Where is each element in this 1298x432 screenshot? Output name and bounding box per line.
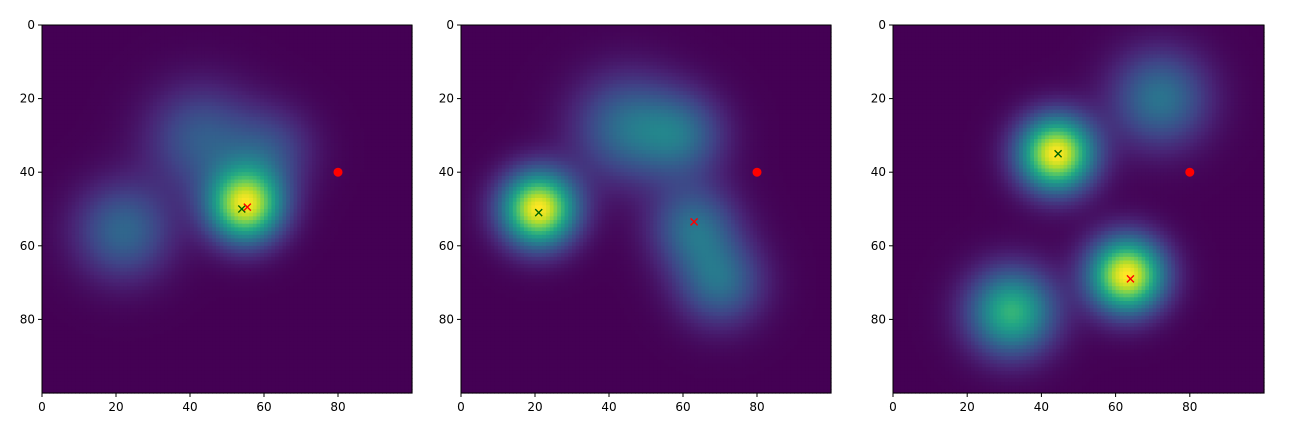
heatmap-cells: [461, 25, 832, 394]
x-tick-label: 0: [38, 400, 46, 414]
heatmap-cells: [893, 25, 1265, 394]
x-tick-label: 40: [601, 400, 616, 414]
y-tick-label: 20: [439, 92, 454, 106]
x-tick-label: 40: [182, 400, 197, 414]
x-tick-label: 20: [960, 400, 975, 414]
y-tick-label: 0: [446, 18, 454, 32]
x-tick-label: 60: [675, 400, 690, 414]
y-tick-label: 60: [871, 239, 886, 253]
y-tick-label: 0: [27, 18, 35, 32]
y-tick-label: 40: [20, 165, 35, 179]
y-tick-label: 60: [20, 239, 35, 253]
target-point-marker: [753, 168, 762, 177]
y-tick-label: 20: [20, 92, 35, 106]
x-tick-label: 20: [108, 400, 123, 414]
y-tick-label: 40: [871, 165, 886, 179]
y-tick-label: 80: [871, 312, 886, 326]
x-tick-label: 80: [1182, 400, 1197, 414]
heatmap-cells: [42, 25, 413, 394]
heatmap-panel-1: 0 20 40 60 80 0 20 40 60 80: [20, 18, 413, 414]
x-tick-label: 0: [457, 400, 465, 414]
x-tick-label: 80: [749, 400, 764, 414]
heatmap-panel-3: 0 20 40 60 80 0 20 40 60 80: [871, 18, 1265, 414]
x-tick-label: 40: [1034, 400, 1049, 414]
x-tick-label: 60: [256, 400, 271, 414]
y-tick-label: 40: [439, 165, 454, 179]
heatmap-panel-2: 0 20 40 60 80 0 20 40 60 80: [439, 18, 832, 414]
y-tick-label: 20: [871, 92, 886, 106]
y-tick-label: 0: [878, 18, 886, 32]
x-tick-label: 20: [527, 400, 542, 414]
x-tick-label: 0: [889, 400, 897, 414]
y-tick-label: 80: [439, 312, 454, 326]
y-tick-label: 60: [439, 239, 454, 253]
target-point-marker: [334, 168, 343, 177]
x-tick-label: 60: [1108, 400, 1123, 414]
target-point-marker: [1185, 168, 1194, 177]
y-tick-label: 80: [20, 312, 35, 326]
x-tick-label: 80: [330, 400, 345, 414]
